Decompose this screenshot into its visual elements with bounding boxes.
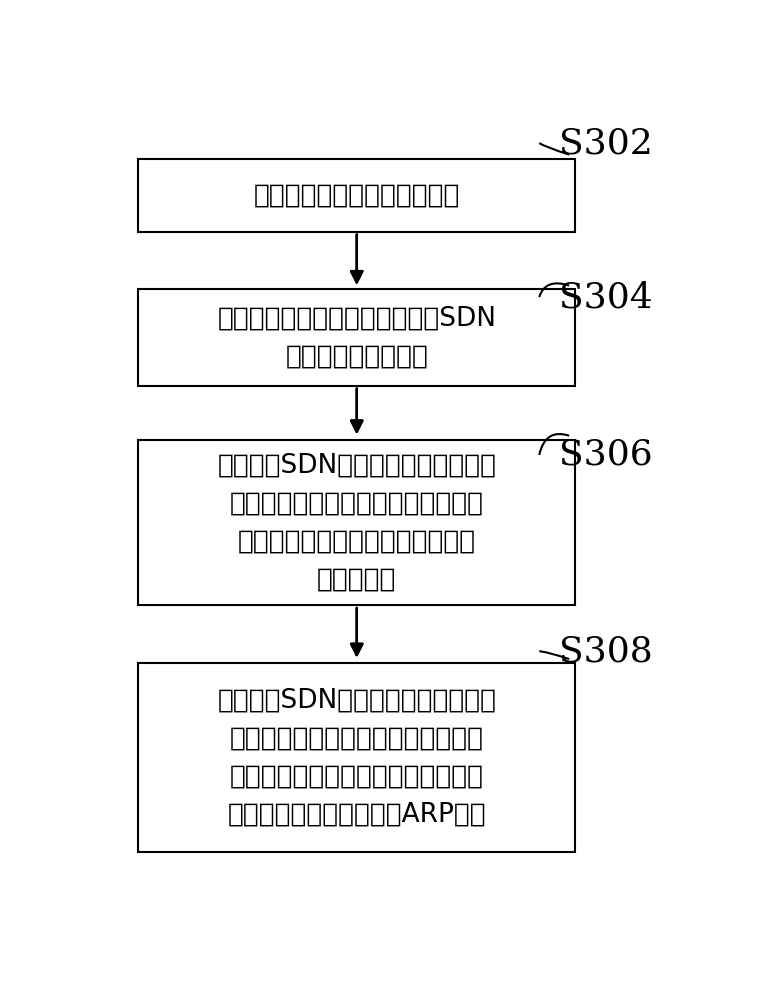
Text: 检测二层转发资源的占用情况: 检测二层转发资源的占用情况 xyxy=(253,182,460,208)
Text: S308: S308 xyxy=(559,634,653,668)
FancyBboxPatch shape xyxy=(138,663,575,852)
FancyBboxPatch shape xyxy=(138,440,575,605)
Text: 若接收到SDN控制器发送的虚拟路由
器配置通知，根据虚拟路由器配置通
知配置对应的虚拟路由器的三层转发
配置信息，以及发送免费ARP报文: 若接收到SDN控制器发送的虚拟路由 器配置通知，根据虚拟路由器配置通 知配置对应… xyxy=(217,687,496,827)
Text: 根据二层转发资源的占用情况向SDN
控制器发送报警信息: 根据二层转发资源的占用情况向SDN 控制器发送报警信息 xyxy=(217,306,496,370)
FancyBboxPatch shape xyxy=(138,158,575,232)
Text: 若接收到SDN控制器发送的虚拟路由
器删除通知，根据虚拟路由器删除通
知删除对应的虚拟路由器的三层转
发配置信息: 若接收到SDN控制器发送的虚拟路由 器删除通知，根据虚拟路由器删除通 知删除对应… xyxy=(217,452,496,592)
Text: S304: S304 xyxy=(559,280,653,314)
FancyBboxPatch shape xyxy=(138,289,575,386)
Text: S306: S306 xyxy=(559,438,653,472)
Text: S302: S302 xyxy=(559,126,653,160)
